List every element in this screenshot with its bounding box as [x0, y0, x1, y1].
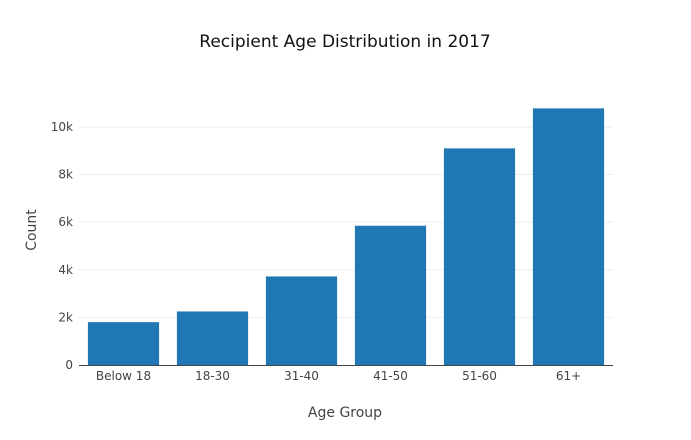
bar-51-60[interactable]	[443, 148, 516, 365]
x-tick-label: 41-50	[373, 369, 408, 383]
chart-title: Recipient Age Distribution in 2017	[199, 32, 490, 52]
bar-31-40[interactable]	[265, 276, 338, 365]
bar-below-18[interactable]	[87, 322, 160, 365]
gridlines	[79, 126, 613, 318]
y-tick-label: 4k	[58, 263, 73, 277]
y-tick-label: 10k	[51, 120, 73, 134]
y-tick-label: 6k	[58, 215, 73, 229]
x-tick-label: 51-60	[462, 369, 497, 383]
x-tick-label: Below 18	[96, 369, 151, 383]
y-tick-label: 8k	[58, 168, 73, 182]
y-tick-label: 2k	[58, 310, 73, 324]
bars	[87, 108, 605, 366]
x-tick-label: 18-30	[195, 369, 230, 383]
x-axis-title: Age Group	[308, 405, 382, 421]
y-tick-labels: 0 2k 4k 6k 8k 10k	[51, 120, 73, 372]
bar-41-50[interactable]	[354, 225, 427, 365]
x-tick-label: 31-40	[284, 369, 319, 383]
y-axis-title: Count	[24, 209, 40, 251]
bar-61[interactable]	[532, 108, 605, 366]
y-tick-label: 0	[65, 358, 73, 372]
x-tick-labels: Below 18 18-30 31-40 41-50 51-60 61+	[96, 369, 581, 383]
bar-18-30[interactable]	[176, 311, 249, 365]
x-tick-label: 61+	[556, 369, 581, 383]
